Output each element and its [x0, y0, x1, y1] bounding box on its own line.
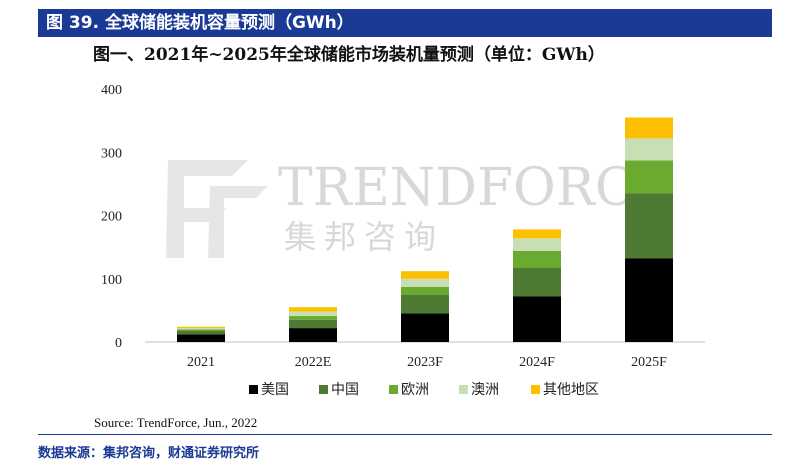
bar-segment: [289, 319, 337, 329]
bar-segment: [513, 250, 561, 268]
bar-segment: [513, 268, 561, 297]
legend-label: 美国: [261, 382, 289, 398]
footer-data-source: 数据来源：集邦咨询，财通证券研究所: [38, 446, 260, 461]
footer-divider: [38, 434, 772, 435]
bar-segment: [513, 229, 561, 239]
bar-segment: [289, 316, 337, 320]
legend-item: 其他地区: [531, 382, 599, 398]
legend-item: 欧洲: [389, 382, 429, 398]
legend-item: 澳洲: [459, 382, 499, 398]
y-tick-label: 100: [101, 273, 122, 288]
legend-label: 其他地区: [543, 382, 599, 398]
bar-segment: [289, 328, 337, 342]
chart-legend: 美国 中国 欧洲 澳洲 其他地区: [249, 382, 599, 398]
bar-segment: [289, 307, 337, 312]
bar-stack: [625, 117, 673, 342]
watermark-brand: TRENDFORCE: [278, 158, 673, 218]
bar-segment: [625, 138, 673, 161]
bar-segment: [625, 258, 673, 342]
bar-stack: [289, 307, 337, 342]
bar-segment: [177, 330, 225, 335]
bar-segment: [625, 117, 673, 139]
bar-segment: [177, 334, 225, 342]
chart-title: 图一、2021年~2025年全球储能市场装机量预测（单位：GWh）: [93, 45, 605, 65]
legend-label: 澳洲: [471, 382, 499, 398]
bar-stack: [513, 229, 561, 342]
legend-item: 美国: [249, 382, 289, 398]
bar-segment: [401, 278, 449, 287]
y-tick-label: 400: [101, 83, 122, 98]
x-tick-label: 2022E: [295, 355, 332, 370]
legend-swatch: [459, 385, 468, 394]
x-tick-label: 2021: [187, 355, 215, 370]
legend-swatch: [319, 385, 328, 394]
trendforce-logo-icon: [166, 160, 268, 258]
bar-segment: [513, 238, 561, 251]
bar-segment: [513, 296, 561, 342]
legend-swatch: [249, 385, 258, 394]
bar-segment: [401, 287, 449, 295]
legend-item: 中国: [319, 382, 359, 398]
x-tick-label: 2023F: [407, 355, 443, 370]
header-bar: [38, 9, 772, 37]
bar-stack: [401, 271, 449, 342]
bar-segment: [177, 328, 225, 330]
bar-segment: [177, 326, 225, 329]
bar-segment: [289, 311, 337, 316]
legend-swatch: [531, 385, 540, 394]
chart-bars: [177, 117, 673, 342]
x-tick-label: 2024F: [519, 355, 555, 370]
figure-title: 图 39. 全球储能装机容量预测（GWh）: [46, 13, 354, 33]
bar-segment: [625, 160, 673, 194]
bar-segment: [401, 294, 449, 314]
watermark-brand-cn: 集邦咨询: [284, 218, 444, 256]
legend-swatch: [389, 385, 398, 394]
y-tick-label: 0: [115, 336, 122, 351]
y-tick-label: 200: [101, 210, 122, 225]
bar-segment: [401, 313, 449, 342]
bar-stack: [177, 326, 225, 342]
bar-segment: [625, 193, 673, 259]
bar-segment: [401, 271, 449, 279]
trendforce-watermark: TRENDFORCE 集邦咨询: [166, 158, 673, 258]
legend-label: 欧洲: [401, 382, 429, 398]
legend-label: 中国: [331, 382, 359, 398]
x-tick-label: 2025F: [631, 355, 667, 370]
y-tick-label: 300: [101, 146, 122, 161]
bar-segment: [177, 329, 225, 331]
source-note: Source: TrendForce, Jun., 2022: [94, 415, 258, 430]
